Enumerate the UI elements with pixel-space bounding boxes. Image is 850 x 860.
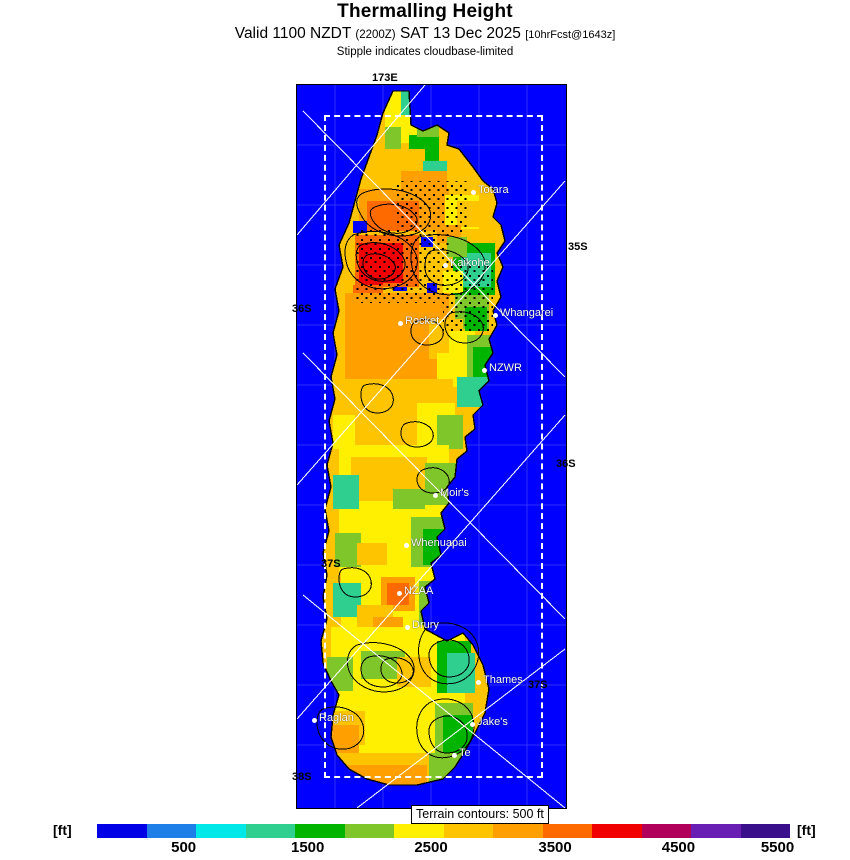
colorbar-tick-1500: 1500 <box>290 839 325 856</box>
graticule-label-37s-4: 37S <box>321 558 341 570</box>
page-header: Thermalling Height Valid 1100 NZDT (2200… <box>0 0 850 59</box>
graticule-label-36s-3: 36S <box>556 458 576 470</box>
forecast-domain-box <box>324 115 543 778</box>
place-dot-icon <box>452 753 457 758</box>
place-dot-icon <box>433 493 438 498</box>
place-label: NZWR <box>489 362 522 374</box>
colorbar-swatch-11 <box>641 824 691 838</box>
valid-time-zulu: (2200Z) <box>355 29 396 41</box>
place-label: Drury <box>412 619 439 631</box>
valid-time: Valid 1100 NZDT <box>234 25 352 42</box>
colorbar-tick-500: 500 <box>171 839 197 856</box>
place-label: Kaikohe <box>450 257 490 269</box>
place-label: Jake's <box>477 716 508 728</box>
colorbar-swatch-6 <box>394 824 444 838</box>
colorbar-swatch-1 <box>146 824 196 838</box>
colorbar-swatch-13 <box>740 824 790 838</box>
place-dot-icon <box>443 263 448 268</box>
thermalling-height-raster <box>297 85 566 808</box>
colorbar-swatch-9 <box>542 824 592 838</box>
place-label: Totara <box>478 184 509 196</box>
colorbar-swatch-7 <box>443 824 493 838</box>
colorbar-tick-5500: 5500 <box>760 839 795 856</box>
place-label: Te <box>459 747 471 759</box>
colorbar-unit-right: [ft] <box>797 822 816 838</box>
map-canvas: Totara Kaikohe Whangarei Rocket NZWR Moir's Wh… <box>297 85 566 808</box>
place-label: Raglan <box>319 712 354 724</box>
colorbar-swatch-5 <box>344 824 394 838</box>
valid-time-line: Valid 1100 NZDT (2200Z) SAT 13 Dec 2025 … <box>0 24 850 45</box>
place-dot-icon <box>404 543 409 548</box>
graticule-label-36s-2: 36S <box>292 303 312 315</box>
terrain-contour-legend: Terrain contours: 500 ft <box>411 805 549 824</box>
forecast-map[interactable]: Totara Kaikohe Whangarei Rocket NZWR Moir's Wh… <box>296 84 567 809</box>
colorbar-swatch-0 <box>97 824 147 838</box>
page-title: Thermalling Height <box>337 1 513 22</box>
place-dot-icon <box>312 718 317 723</box>
graticule-label-37s-5: 37S <box>528 679 548 691</box>
place-dot-icon <box>397 591 402 596</box>
colorbar-swatch-4 <box>295 824 345 838</box>
place-label: Whangarei <box>500 307 554 319</box>
place-label: Thames <box>483 674 523 686</box>
colorbar-swatches <box>97 824 790 838</box>
place-label: Rocket <box>405 315 440 327</box>
page-subtitle: Stipple indicates cloudbase-limited <box>336 46 514 58</box>
colorbar-swatch-10 <box>592 824 642 838</box>
place-dot-icon <box>476 680 481 685</box>
place-dot-icon <box>398 321 403 326</box>
place-label: NZAA <box>404 585 434 597</box>
colorbar-swatch-12 <box>691 824 741 838</box>
colorbar-swatch-2 <box>196 824 246 838</box>
graticule-label-38s-6: 38S <box>292 771 312 783</box>
colorbar-tick-labels: 500 1500 2500 3500 4500 5500 <box>97 839 794 859</box>
colorbar-unit-left: [ft] <box>53 822 72 838</box>
colorbar-tick-4500: 4500 <box>661 839 696 856</box>
place-dot-icon <box>471 190 476 195</box>
colorbar-swatch-3 <box>245 824 295 838</box>
valid-date: SAT 13 Dec 2025 <box>399 25 521 42</box>
place-dot-icon <box>470 722 475 727</box>
colorbar-tick-3500: 3500 <box>538 839 572 856</box>
graticule-label-35s-1: 35S <box>568 241 588 253</box>
graticule-label-173e-0: 173E <box>372 72 398 84</box>
place-dot-icon <box>493 313 498 318</box>
place-dot-icon <box>405 625 410 630</box>
colorbar-swatch-8 <box>493 824 543 838</box>
place-dot-icon <box>482 368 487 373</box>
place-label: Moir's <box>440 487 469 499</box>
colorbar-legend: [ft] 500 1500 2500 3500 4500 5500 [ft] <box>0 820 850 860</box>
colorbar-tick-2500: 2500 <box>414 839 448 856</box>
forecast-run-tag: [10hrFcst@1643z] <box>525 29 616 41</box>
place-label: Whenuapai <box>411 537 467 549</box>
